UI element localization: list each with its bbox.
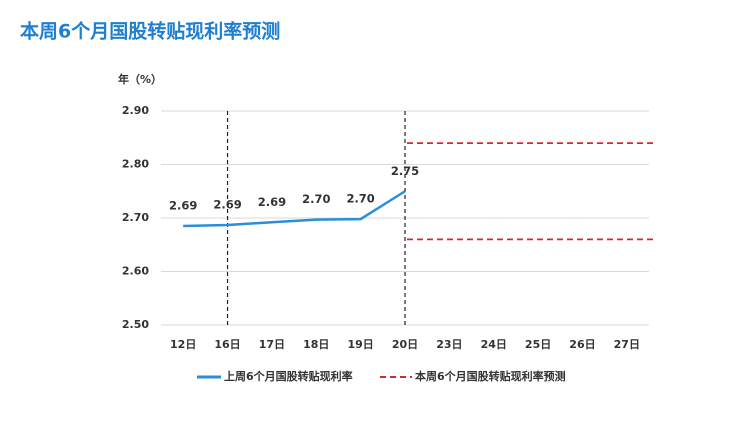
x-tick-label: 27日 (614, 338, 640, 351)
x-tick-label: 25日 (525, 338, 551, 351)
legend-label: 本周6个月国股转贴现利率预测 (415, 369, 566, 383)
data-label: 2.75 (391, 164, 419, 178)
y-tick-label: 2.60 (122, 265, 149, 278)
chart-title: 本周6个月国股转贴现利率预测 (20, 20, 280, 43)
data-label: 2.69 (169, 199, 197, 213)
x-tick-label: 26日 (569, 338, 595, 351)
x-tick-label: 17日 (259, 338, 285, 351)
y-tick-label: 2.90 (122, 104, 149, 117)
x-tick-label: 12日 (170, 338, 196, 351)
data-label: 2.69 (213, 197, 241, 211)
series-line (183, 190, 406, 228)
x-tick-label: 19日 (347, 338, 373, 351)
data-label: 2.69 (258, 195, 286, 209)
y-tick-label: 2.70 (122, 211, 149, 224)
y-tick-label: 2.50 (122, 318, 149, 331)
y-axis-label: 年（%） (118, 72, 162, 86)
x-tick-label: 16日 (214, 338, 240, 351)
x-tick-label: 20日 (392, 338, 418, 351)
data-label: 2.70 (302, 192, 330, 206)
data-label: 2.70 (346, 192, 374, 206)
x-tick-label: 24日 (481, 338, 507, 351)
x-tick-label: 18日 (303, 338, 329, 351)
x-tick-label: 23日 (436, 338, 462, 351)
legend-label: 上周6个月国股转贴现利率 (224, 369, 353, 383)
y-tick-label: 2.80 (122, 158, 149, 171)
